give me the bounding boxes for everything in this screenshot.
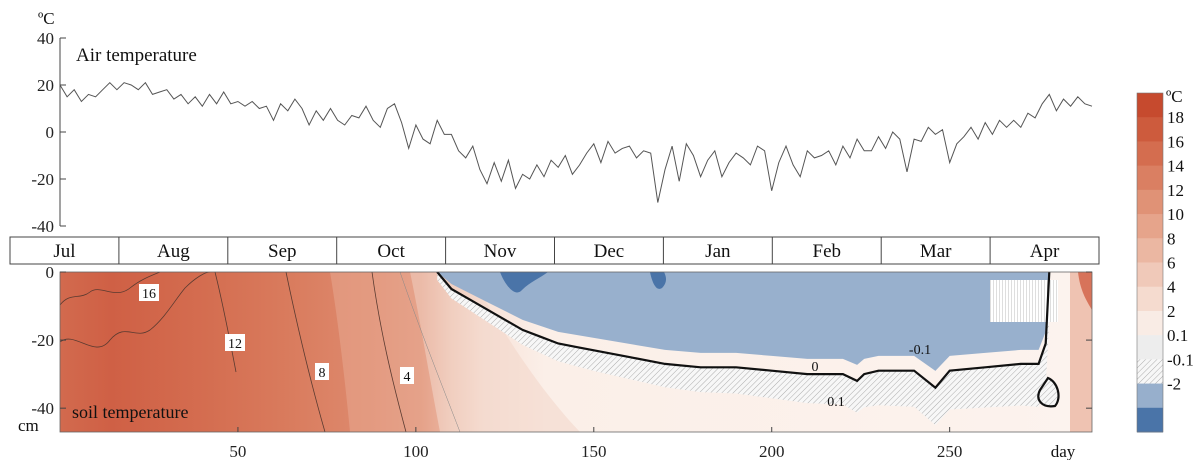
colorbar-labels: 18 16 14 12 10 8 6 4 2 0.1 -0.1 -2 (1167, 108, 1194, 393)
soil-temperature-panel: 16 12 8 4 0 -0.1 0.1 soil temperature cm… (18, 263, 1092, 460)
soil-x-unit: day (1051, 442, 1076, 460)
month-label: Nov (484, 241, 517, 262)
air-y-tick-label: -40 (31, 217, 54, 236)
soil-y-tick-label: -40 (31, 399, 54, 418)
contour-label-8: 8 (319, 366, 326, 381)
soil-depth-unit: cm (18, 416, 39, 435)
colorbar-level-label: 18 (1167, 108, 1184, 127)
colorbar-swatch (1137, 263, 1163, 288)
colorbar-swatch (1137, 166, 1163, 191)
month-label: Apr (1030, 241, 1060, 262)
colorbar-swatch (1137, 384, 1163, 409)
colorbar-swatch (1137, 190, 1163, 215)
soil-x-tick-label: 50 (229, 442, 246, 460)
colorbar-swatch (1137, 335, 1163, 360)
colorbar-level-label: 4 (1167, 278, 1176, 297)
colorbar-level-label: 2 (1167, 302, 1176, 321)
colorbar-level-label: 10 (1167, 205, 1184, 224)
air-temperature-title: Air temperature (76, 45, 197, 66)
air-unit-label: ºC (38, 9, 55, 28)
air-temperature-panel: 40 20 0 -20 -40 ºC Air temperature (31, 9, 1092, 236)
month-label: Mar (920, 241, 952, 262)
contour-label-12: 12 (228, 337, 242, 352)
contour-label-16: 16 (142, 287, 156, 302)
soil-x-tick-label: 150 (581, 442, 607, 460)
colorbar-level-label: 12 (1167, 181, 1184, 200)
air-y-tick-label: 20 (37, 76, 54, 95)
contour-label-0: 0 (812, 360, 819, 375)
air-temperature-series (60, 83, 1092, 203)
colorbar-level-label: 8 (1167, 229, 1176, 248)
soil-heatmap (60, 272, 1092, 432)
soil-temperature-title: soil temperature (72, 402, 188, 422)
colorbar-swatches (1137, 93, 1163, 433)
colorbar-swatch (1137, 238, 1163, 263)
month-label: Feb (813, 241, 842, 262)
colorbar-level-label: -0.1 (1167, 350, 1194, 369)
colorbar-level-label: 0.1 (1167, 326, 1188, 345)
colorbar-level-label: 14 (1167, 157, 1185, 176)
soil-x-tick-label: 100 (403, 442, 429, 460)
air-y-ticks: 40 20 0 -20 -40 (31, 29, 66, 236)
month-label: Jan (705, 241, 731, 262)
air-y-tick-label: -20 (31, 170, 54, 189)
contour-label-0.1: 0.1 (827, 395, 845, 410)
month-label: Sep (268, 241, 297, 262)
contour-label-4: 4 (404, 370, 411, 385)
colorbar-swatch (1137, 287, 1163, 312)
colorbar-swatch (1137, 141, 1163, 166)
month-label: Dec (594, 241, 625, 262)
soil-y-tick-label: -20 (31, 331, 54, 350)
air-y-tick-label: 40 (37, 29, 54, 48)
colorbar-swatch (1137, 93, 1163, 118)
colorbar-swatch (1137, 117, 1163, 142)
colorbar-level-label: 16 (1167, 132, 1184, 151)
month-bar: Jul Aug Sep Oct Nov Dec Jan Feb Mar Apr (10, 237, 1099, 264)
contour-label-minus0.1: -0.1 (909, 343, 931, 358)
air-y-tick-label: 0 (46, 123, 55, 142)
colorbar-swatch (1137, 408, 1163, 433)
colorbar-swatch (1137, 311, 1163, 336)
colorbar-swatch (1137, 214, 1163, 239)
colorbar-swatch (1137, 359, 1163, 384)
colorbar-level-label: 6 (1167, 254, 1176, 273)
soil-x-tick-label: 200 (759, 442, 785, 460)
colorbar-level-label: -2 (1167, 375, 1181, 394)
month-label: Jul (53, 241, 75, 262)
month-label: Aug (157, 241, 190, 262)
air-temperature-line (60, 83, 1092, 203)
soil-x-tick-label: 250 (937, 442, 963, 460)
colorbar: ºC 18 16 14 12 10 8 6 4 2 0.1 -0.1 -2 (1137, 87, 1194, 433)
soil-y-tick-label: 0 (46, 263, 55, 282)
month-label: Oct (377, 241, 405, 262)
colorbar-unit: ºC (1166, 87, 1183, 106)
